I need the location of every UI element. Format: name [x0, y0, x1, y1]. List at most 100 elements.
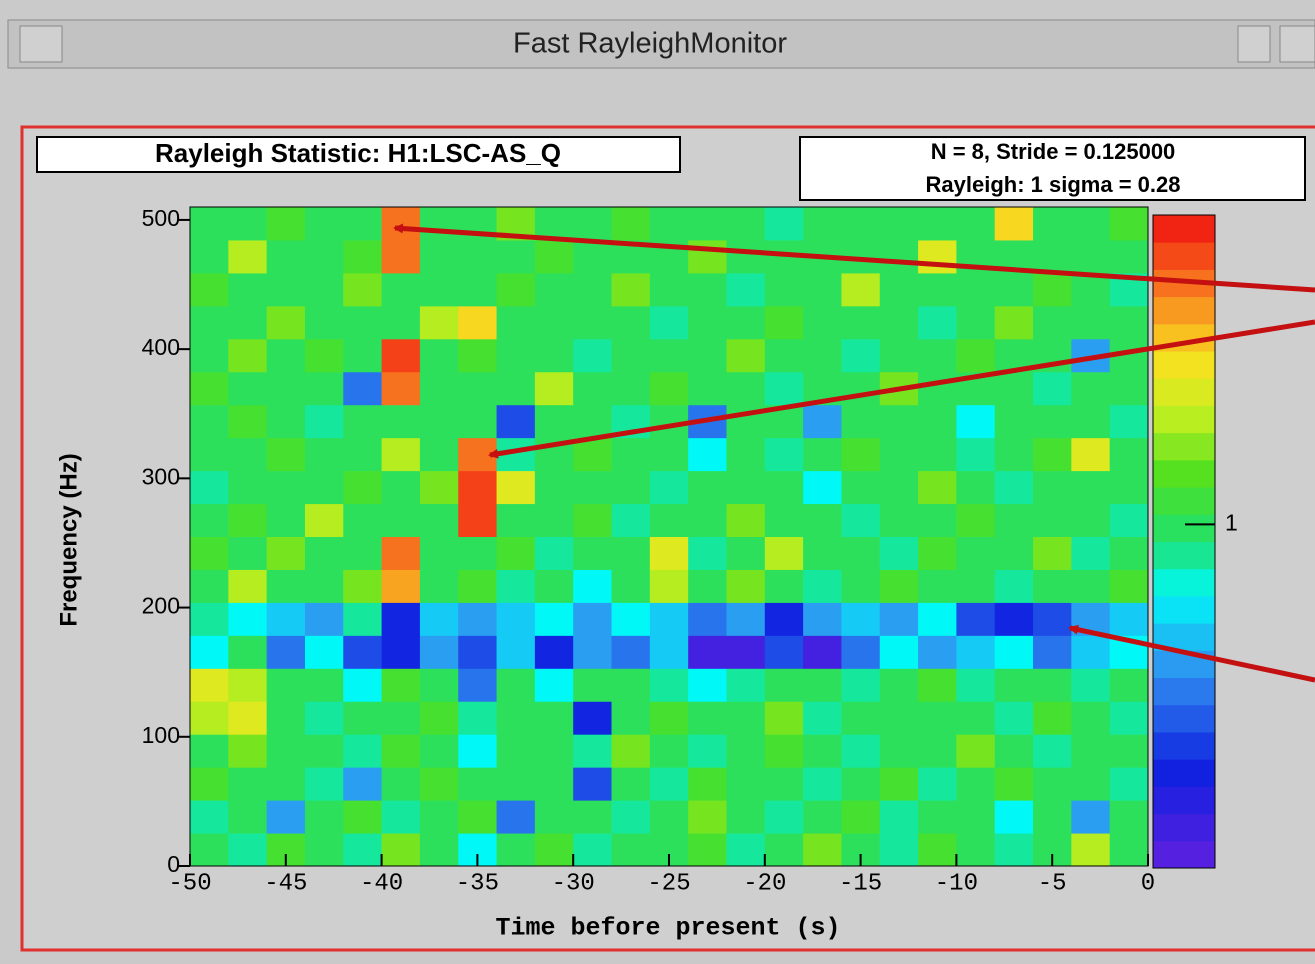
- heatmap-cell: [381, 701, 421, 735]
- heatmap-cell: [534, 503, 574, 537]
- heatmap-cell: [918, 569, 957, 603]
- heatmap-cell: [304, 767, 344, 801]
- heatmap-cell: [611, 701, 651, 735]
- heatmap-cell: [343, 734, 383, 768]
- heatmap-cell: [1033, 701, 1072, 735]
- heatmap-cell: [688, 371, 727, 406]
- heatmap-cell: [228, 668, 268, 702]
- heatmap-cell: [573, 338, 613, 373]
- heatmap-cell: [726, 470, 766, 505]
- maximize-button[interactable]: [1279, 25, 1315, 63]
- heatmap-cell: [304, 800, 344, 834]
- heatmap-cell: [1109, 437, 1149, 472]
- heatmap-cell: [343, 470, 383, 505]
- heatmap-cell: [419, 437, 459, 472]
- heatmap-cell: [764, 536, 804, 570]
- heatmap-cell: [573, 207, 613, 241]
- title-bar: [7, 19, 1315, 69]
- window-menu-button[interactable]: [19, 25, 63, 63]
- heatmap-cell: [573, 602, 613, 636]
- heatmap-cell: [534, 239, 574, 274]
- heatmap-cell: [1071, 767, 1111, 801]
- heatmap-cell: [764, 470, 804, 505]
- heatmap-cell: [496, 569, 536, 603]
- heatmap-cell: [419, 734, 459, 768]
- heatmap-cell: [841, 767, 881, 801]
- heatmap-cell: [956, 569, 996, 603]
- heatmap-cell: [1109, 701, 1149, 735]
- x-tick-label: 0: [1141, 870, 1155, 897]
- heatmap-cell: [994, 800, 1034, 834]
- heatmap-cell: [496, 536, 536, 570]
- heatmap-cell: [611, 536, 651, 570]
- heatmap-cell: [611, 371, 651, 406]
- heatmap-cell: [534, 800, 574, 834]
- heatmap-cell: [918, 338, 957, 373]
- heatmap-cell: [304, 371, 344, 406]
- x-tick-label: -5: [1038, 870, 1067, 897]
- heatmap-cell: [343, 371, 383, 406]
- heatmap-cell: [726, 833, 766, 867]
- heatmap-cell: [726, 305, 766, 340]
- heatmap-cell: [304, 734, 344, 768]
- heatmap-cell: [918, 767, 957, 801]
- heatmap-cell: [190, 734, 229, 768]
- heatmap-cell: [1033, 437, 1072, 472]
- heatmap-cell: [458, 536, 498, 570]
- heatmap-cell: [304, 404, 344, 439]
- heatmap-cell: [879, 239, 919, 274]
- heatmap-cell: [534, 833, 574, 867]
- heatmap-cell: [1109, 371, 1149, 406]
- heatmap-cell: [496, 767, 536, 801]
- heatmap-cell: [611, 767, 651, 801]
- colorbar-step: [1153, 813, 1215, 842]
- minimize-button[interactable]: [1237, 25, 1271, 63]
- heatmap-cell: [918, 272, 957, 307]
- heatmap-cell: [1071, 668, 1111, 702]
- heatmap-cell: [956, 800, 996, 834]
- heatmap-cell: [879, 338, 919, 373]
- heatmap-cell: [956, 833, 996, 867]
- heatmap-cell: [879, 767, 919, 801]
- heatmap-cell: [304, 437, 344, 472]
- heatmap-cell: [918, 668, 957, 702]
- colorbar-step: [1153, 487, 1215, 515]
- heatmap-cell: [611, 437, 651, 472]
- heatmap-cell: [343, 767, 383, 801]
- heatmap-cell: [956, 338, 996, 373]
- title-box: [36, 136, 681, 173]
- heatmap-cell: [343, 602, 383, 636]
- heatmap-cell: [1109, 569, 1149, 603]
- x-axis-label: Time before present (s): [495, 914, 840, 943]
- heatmap-cell: [458, 338, 498, 373]
- heatmap-cell: [458, 734, 498, 768]
- heatmap-cell: [688, 338, 727, 373]
- heatmap-cell: [1071, 207, 1111, 241]
- heatmap-cell: [228, 635, 268, 669]
- heatmap-cell: [956, 404, 996, 439]
- heatmap-cell: [841, 437, 881, 472]
- heatmap-cell: [649, 503, 689, 537]
- heatmap-cell: [266, 569, 306, 603]
- heatmap-cell: [343, 338, 383, 373]
- heatmap-cell: [419, 470, 459, 505]
- heatmap-cell: [496, 635, 536, 669]
- heatmap-cell: [228, 338, 268, 373]
- heatmap-cell: [343, 272, 383, 307]
- heatmap-cell: [649, 272, 689, 307]
- heatmap-cell: [1071, 536, 1111, 570]
- heatmap-cell: [381, 767, 421, 801]
- heatmap-cell: [803, 404, 842, 439]
- heatmap-cell: [458, 371, 498, 406]
- heatmap-cell: [994, 734, 1034, 768]
- heatmap-cell: [918, 239, 957, 274]
- heatmap-cell: [534, 569, 574, 603]
- heatmap-cell: [688, 767, 727, 801]
- heatmap-cell: [994, 569, 1034, 603]
- heatmap-cell: [726, 437, 766, 472]
- heatmap-cell: [381, 371, 421, 406]
- heatmap-cell: [266, 602, 306, 636]
- heatmap-cell: [879, 305, 919, 340]
- heatmap-cell: [726, 734, 766, 768]
- heatmap-cell: [803, 305, 842, 340]
